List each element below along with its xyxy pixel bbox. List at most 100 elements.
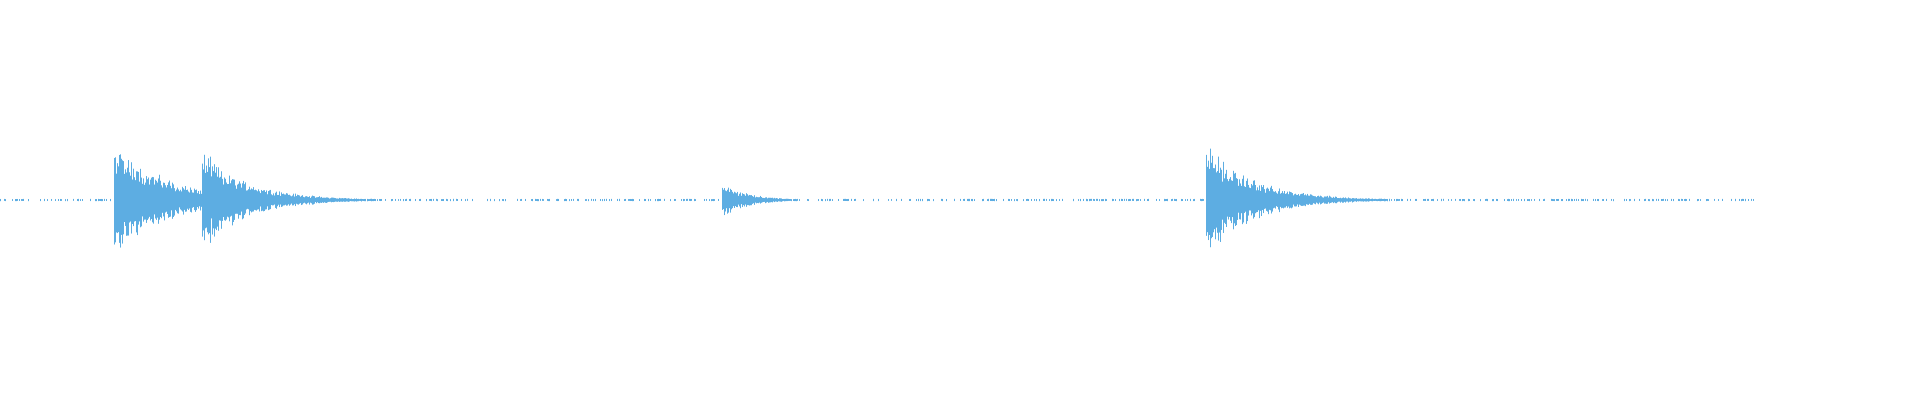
waveform-sample [1167,198,1168,202]
waveform-sample [600,199,601,201]
waveform-sample [1297,194,1298,205]
waveform-sample [1175,199,1176,201]
waveform-sample [161,185,162,219]
waveform-sample [296,196,297,204]
waveform-sample [238,183,239,219]
waveform-sample [729,191,730,209]
waveform-sample [1399,199,1400,201]
waveform-sample [609,199,610,202]
waveform-sample [1364,198,1365,202]
waveform-sample [197,193,198,208]
waveform-sample [1258,190,1259,211]
waveform-sample [782,198,783,202]
waveform-sample [760,195,761,204]
waveform-sample [963,198,964,201]
waveform-sample [733,193,734,207]
waveform-sample [73,198,74,201]
waveform-sample [1455,198,1456,201]
waveform-sample [929,199,930,202]
waveform-sample [1331,197,1332,203]
waveform-sample [1451,199,1452,201]
waveform-sample [1279,188,1280,213]
waveform-sample [243,180,244,219]
waveform-sample [818,199,819,202]
waveform-sample [1144,198,1145,201]
waveform-sample [1428,198,1429,201]
waveform-sample [1351,198,1352,202]
waveform-sample [1384,198,1385,202]
waveform-sample [750,195,751,206]
waveform-sample [1209,168,1210,236]
waveform-sample [799,199,800,201]
waveform-sample [927,198,928,202]
waveform-sample [736,193,737,208]
waveform-sample [132,179,133,224]
waveform-sample [896,198,897,202]
waveform-sample [547,198,548,201]
waveform-sample [784,198,785,202]
waveform-sample [245,182,246,214]
waveform-sample [1661,199,1662,201]
waveform-sample [67,198,68,202]
waveform-sample [1112,198,1113,202]
waveform-sample [1166,198,1167,201]
waveform-sample [1339,198,1340,202]
waveform-sample [740,192,741,209]
waveform-sample [410,198,411,202]
waveform-sample [1171,199,1172,202]
waveform-sample [1099,199,1100,202]
waveform-sample [1572,199,1573,202]
waveform-sample [1059,199,1060,201]
waveform-sample [1122,198,1123,202]
waveform-sample [51,198,52,201]
waveform-sample [211,176,212,219]
waveform-sample [122,160,123,244]
waveform-sample [17,198,18,201]
waveform-sample [648,198,649,202]
waveform-sample [633,199,634,202]
waveform-sample [968,198,969,202]
waveform-sample [632,198,633,202]
waveform-sample [1415,198,1416,201]
waveform-sample [670,199,671,202]
waveform-sample [1697,199,1698,202]
waveform-sample [766,197,767,203]
waveform-sample [16,198,17,202]
waveform-sample [796,199,797,202]
waveform-sample [942,198,943,202]
waveform-sample [1240,183,1241,220]
waveform-sample [1348,197,1349,203]
waveform-sample [175,191,176,210]
waveform-sample [1707,198,1708,201]
waveform-sample [954,198,955,202]
waveform-sample [126,172,127,236]
waveform-sample [1203,199,1204,201]
waveform-sample [1291,192,1292,209]
waveform-sample [793,199,794,201]
waveform-sample [1496,198,1497,201]
waveform-sample [1624,198,1625,202]
waveform-sample [1223,161,1224,233]
waveform-sample [1201,199,1202,202]
waveform-sample [532,198,533,202]
waveform-sample [1527,199,1528,202]
waveform-sample [1459,199,1460,201]
waveform-sample [1539,198,1540,202]
waveform-sample [1031,198,1032,201]
waveform-sample [1267,187,1268,212]
waveform-sample [164,182,165,221]
waveform-sample [352,199,353,202]
waveform-sample [843,198,844,201]
waveform-sample [1662,199,1663,201]
waveform-sample [1182,199,1183,202]
waveform-sample [1212,155,1213,237]
waveform-sample [1249,187,1250,211]
waveform-sample [204,154,205,241]
waveform-sample [1518,198,1519,201]
waveform-sample [1096,198,1097,201]
waveform-sample [739,193,740,207]
waveform-sample [1016,199,1017,201]
waveform-sample [171,188,172,211]
waveform-sample [15,199,16,202]
